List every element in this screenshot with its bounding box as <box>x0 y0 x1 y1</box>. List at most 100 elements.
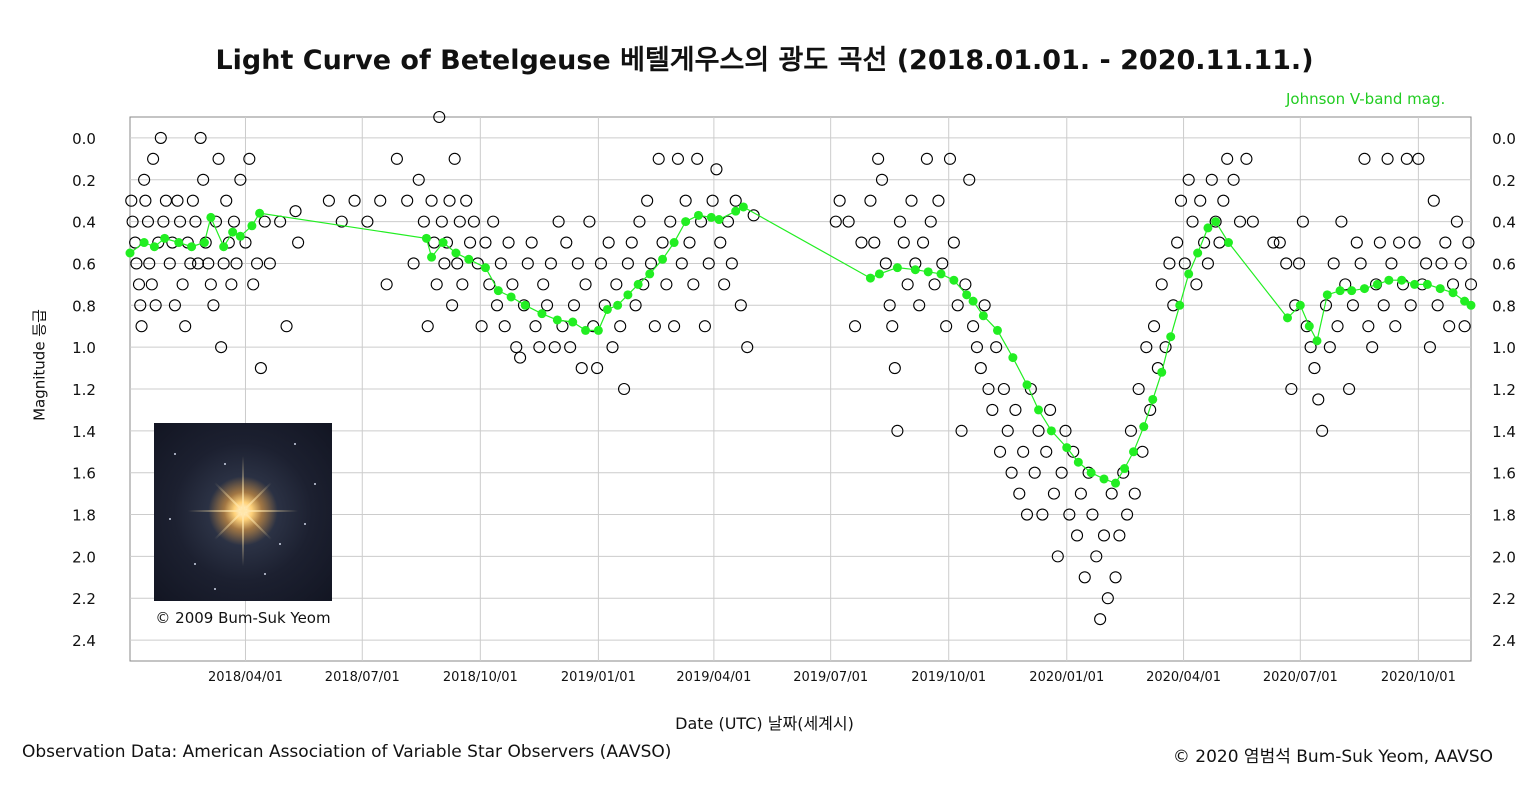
observation-point <box>537 278 550 291</box>
observation-point <box>1454 257 1467 270</box>
observation-point <box>292 236 305 249</box>
x-tick-label: 2020/04/01 <box>1146 670 1221 685</box>
average-point <box>923 267 933 277</box>
observation-point <box>438 257 451 270</box>
observation-point <box>125 194 138 207</box>
y-tick-label-left: 0.2 <box>72 172 96 190</box>
observation-point <box>521 257 534 270</box>
observation-point <box>1013 487 1026 500</box>
average-point <box>978 311 988 321</box>
observation-point <box>606 341 619 354</box>
observation-point <box>1094 613 1107 626</box>
observation-point <box>648 320 661 333</box>
average-point <box>992 325 1002 335</box>
y-tick-label-right: 0.6 <box>1492 255 1516 273</box>
observation-point <box>560 236 573 249</box>
chart-title: Light Curve of Betelgeuse 베텔게우스의 광도 곡선 (… <box>215 45 1314 76</box>
observation-point <box>1285 382 1298 396</box>
observation-point <box>446 299 459 312</box>
y-tick-label-left: 0.6 <box>72 255 96 273</box>
average-point <box>228 227 238 237</box>
y-tick-label-right: 0.0 <box>1492 130 1516 148</box>
observation-point <box>230 257 243 270</box>
observation-point <box>541 299 554 312</box>
observation-point <box>197 173 210 186</box>
observation-point <box>1458 320 1471 333</box>
observation-point <box>425 194 438 207</box>
observation-point <box>204 278 217 291</box>
observation-point <box>225 278 238 291</box>
observation-point <box>168 299 181 312</box>
average-point <box>219 242 229 252</box>
observation-point <box>1178 257 1191 270</box>
observation-point <box>864 194 877 207</box>
observation-point <box>940 320 953 333</box>
average-point <box>480 263 490 273</box>
average-point <box>865 273 875 283</box>
observation-point <box>132 278 146 291</box>
average-point <box>1397 275 1407 285</box>
observation-point <box>134 299 147 312</box>
observation-point <box>145 278 158 291</box>
observation-point <box>149 299 162 312</box>
observation-point <box>829 215 842 228</box>
observation-point <box>679 194 692 207</box>
y-tick-label-right: 2.2 <box>1492 590 1516 608</box>
observation-point <box>548 341 561 354</box>
average-point <box>537 309 547 319</box>
average-point <box>714 215 724 225</box>
observation-point <box>1431 299 1444 312</box>
observation-point <box>618 382 631 396</box>
observation-point <box>173 215 187 228</box>
observation-point <box>1051 550 1064 563</box>
observation-point <box>1124 424 1137 437</box>
observation-point <box>833 194 846 207</box>
observation-point <box>848 320 862 333</box>
observation-point <box>435 215 448 228</box>
average-point <box>1111 478 1121 488</box>
observation-point <box>417 215 430 228</box>
x-tick-label: 2020/01/01 <box>1029 670 1104 685</box>
observation-point <box>1304 341 1317 354</box>
average-point <box>706 212 716 222</box>
observation-point <box>171 194 184 207</box>
observation-point <box>412 173 425 186</box>
y-tick-label-right: 1.8 <box>1492 507 1516 525</box>
observation-point <box>891 424 904 437</box>
observation-point <box>1205 173 1218 186</box>
data-source-note: Observation Data: American Association o… <box>22 742 672 762</box>
observation-point <box>1412 152 1425 165</box>
observation-point <box>997 382 1010 396</box>
average-point <box>1223 238 1233 248</box>
observation-point <box>157 215 170 228</box>
observation-point <box>247 278 260 291</box>
y-tick-label-left: 2.0 <box>72 548 96 566</box>
observation-point <box>579 278 592 291</box>
average-point <box>1099 474 1109 484</box>
observation-point <box>1044 403 1057 416</box>
observation-point <box>967 320 980 333</box>
observation-point <box>1420 257 1433 270</box>
y-tick-label-right: 2.0 <box>1492 548 1516 566</box>
observation-point <box>207 299 220 312</box>
observation-point <box>1233 215 1247 228</box>
average-point <box>174 238 184 248</box>
x-tick-label: 2019/10/01 <box>911 670 986 685</box>
observation-point <box>1393 236 1406 249</box>
average-point <box>160 233 170 243</box>
observation-point <box>335 215 348 228</box>
average-point <box>962 290 972 300</box>
background-star <box>169 518 171 520</box>
betelgeuse-photo-panel: © 2009 Bum-Suk Yeom <box>154 423 332 633</box>
observation-point <box>734 299 747 312</box>
observation-point <box>186 194 199 207</box>
observation-point <box>1163 257 1176 270</box>
average-point <box>681 217 691 227</box>
average-point <box>1322 290 1332 300</box>
observation-point <box>1128 487 1141 500</box>
observation-point <box>710 163 723 176</box>
observation-point <box>893 215 907 228</box>
observation-point <box>1070 529 1084 542</box>
average-point <box>1448 288 1458 298</box>
